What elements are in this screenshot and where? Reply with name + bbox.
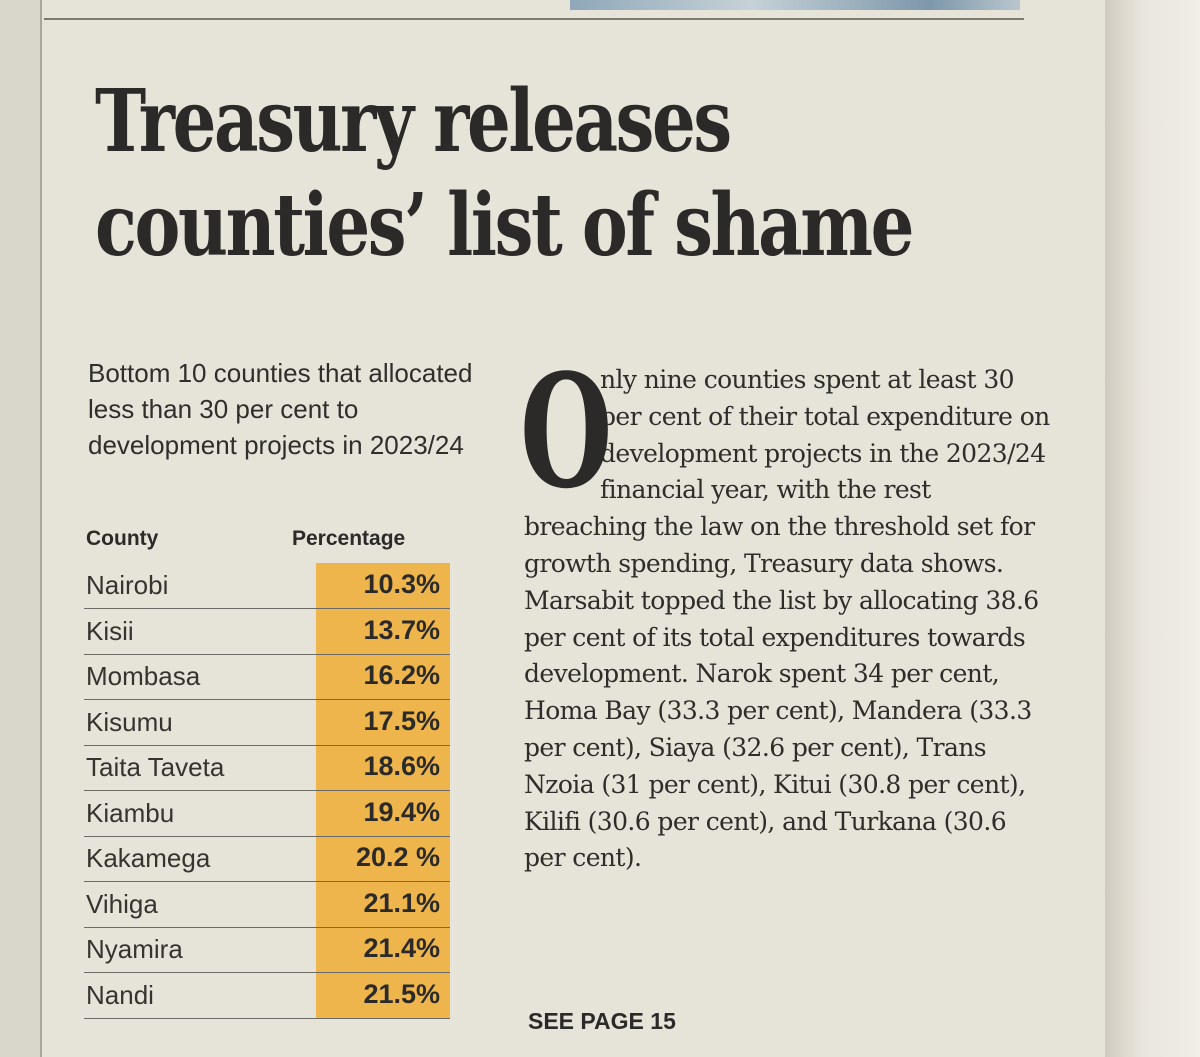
- table-row: Kisumu 17.5%: [84, 700, 450, 746]
- top-photo-strip: [570, 0, 1020, 10]
- county-name: Nandi: [86, 979, 154, 1010]
- county-name: Kiambu: [86, 797, 175, 828]
- newspaper-page: [40, 0, 1107, 1057]
- table-intro: Bottom 10 counties that allocated less t…: [88, 358, 473, 460]
- table-row: Nandi 21.5%: [84, 973, 450, 1019]
- drop-cap: O: [520, 340, 613, 523]
- county-percentage: 21.1%: [363, 887, 440, 918]
- top-rule: [44, 18, 1024, 20]
- county-name: Mombasa: [86, 661, 201, 691]
- county-name: Kakamega: [86, 843, 211, 873]
- table-row: Mombasa 16.2%: [84, 654, 450, 700]
- county-name: Vihiga: [86, 888, 158, 919]
- county-percentage: 19.4%: [363, 796, 440, 827]
- county-name: Nairobi: [86, 570, 169, 600]
- table-row: Nairobi 10.3%: [84, 563, 450, 609]
- county-name: Nyamira: [86, 934, 183, 964]
- table-row: Kisii 13.7%: [84, 609, 450, 655]
- column-header-percentage: Percentage: [292, 527, 406, 550]
- county-name: Taita Taveta: [86, 752, 225, 782]
- see-page-reference: SEE PAGE 15: [528, 1008, 676, 1034]
- adjacent-page-edge: [1105, 0, 1200, 1057]
- county-percentage: 18.6%: [363, 751, 440, 781]
- table-row: Taita Taveta 18.6%: [84, 745, 450, 791]
- county-percentage: 13.7%: [363, 614, 440, 645]
- article-body: O nly nine counties spent at least 30 pe…: [520, 354, 1054, 877]
- table-row: Vihiga 21.1%: [84, 882, 450, 928]
- county-percentage: 10.3%: [363, 569, 440, 599]
- headline: Treasury releases counties’ list of sham…: [95, 70, 914, 278]
- county-percentage: 20.2 %: [355, 842, 440, 872]
- county-name: Kisii: [86, 615, 134, 646]
- column-header-county: County: [86, 527, 159, 550]
- county-table: Nairobi 10.3% Kisii 13.7% Mombasa 16.2% Kisumu…: [84, 563, 450, 1019]
- county-name: Kisumu: [86, 706, 173, 737]
- county-percentage: 16.2%: [363, 660, 440, 690]
- county-percentage: 17.5%: [363, 705, 440, 736]
- headline-line-2: counties’ list of shame: [95, 175, 914, 276]
- county-percentage: 21.4%: [363, 933, 440, 963]
- county-percentage: 21.5%: [363, 978, 440, 1009]
- table-row: Kakamega 20.2 %: [84, 836, 450, 882]
- table-row: Nyamira 21.4%: [84, 927, 450, 973]
- headline-line-1: Treasury releases: [95, 71, 732, 172]
- article-body-text: nly nine counties spent at least 30 per …: [524, 365, 1050, 873]
- table-row: Kiambu 19.4%: [84, 791, 450, 837]
